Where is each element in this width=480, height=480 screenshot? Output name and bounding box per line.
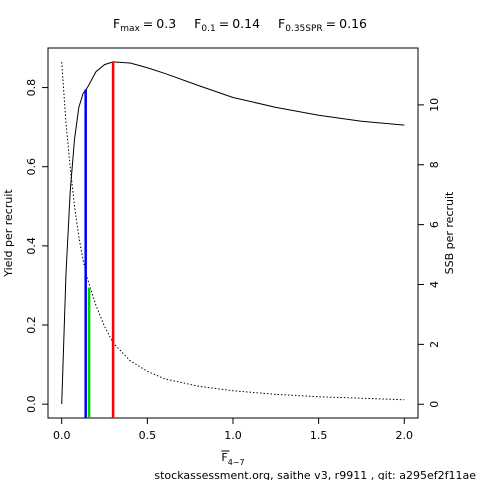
y2-tick-label: 10 — [428, 98, 441, 112]
title-symbol: F — [113, 16, 120, 31]
title-subscript: 0.1 — [201, 24, 215, 34]
y-tick-label: 0.4 — [25, 237, 38, 255]
x-label-subscript: 4−7 — [228, 458, 245, 467]
title-subscript: max — [120, 24, 140, 34]
y2-tick-label: 2 — [428, 341, 441, 348]
x-tick-label: 1.5 — [310, 429, 328, 442]
title-value: 0.3 — [156, 16, 176, 31]
y2-axis-label: SSB per recruit — [443, 191, 456, 274]
plot-frame — [47, 47, 419, 419]
y2-tick-label: 8 — [428, 161, 441, 168]
title-symbol: F — [278, 16, 285, 31]
x-tick-label: 0.5 — [139, 429, 157, 442]
y-tick-label: 0.2 — [25, 316, 38, 334]
title-operator: = — [326, 16, 336, 31]
x-tick-label: 2.0 — [396, 429, 414, 442]
title-symbol: F — [194, 16, 201, 31]
x-tick-label: 1.0 — [224, 429, 242, 442]
title-value: 0.14 — [232, 16, 260, 31]
footer-note: stockassessment.org, saithe v3, r9911 , … — [154, 469, 476, 480]
x-axis-label: F4−7 — [221, 451, 244, 467]
y2-tick-label: 6 — [428, 221, 441, 228]
y-tick-label: 0.0 — [25, 395, 38, 413]
y-tick-label: 0.8 — [25, 79, 38, 97]
title-operator: = — [143, 16, 153, 31]
title-subscript: 0.35SPR — [285, 24, 322, 34]
title-value: 0.16 — [339, 16, 367, 31]
y2-tick-label: 4 — [428, 281, 441, 288]
x-tick-label: 0.0 — [53, 429, 71, 442]
y-tick-label: 0.6 — [25, 158, 38, 176]
y-axis-label: Yield per recruit — [2, 189, 15, 278]
y2-tick-label: 0 — [428, 401, 441, 408]
chart-title: Fmax = 0.3 F0.1 = 0.14 F0.35SPR = 0.16 — [113, 16, 367, 34]
x-label-symbol: F — [221, 451, 227, 464]
title-operator: = — [219, 16, 229, 31]
